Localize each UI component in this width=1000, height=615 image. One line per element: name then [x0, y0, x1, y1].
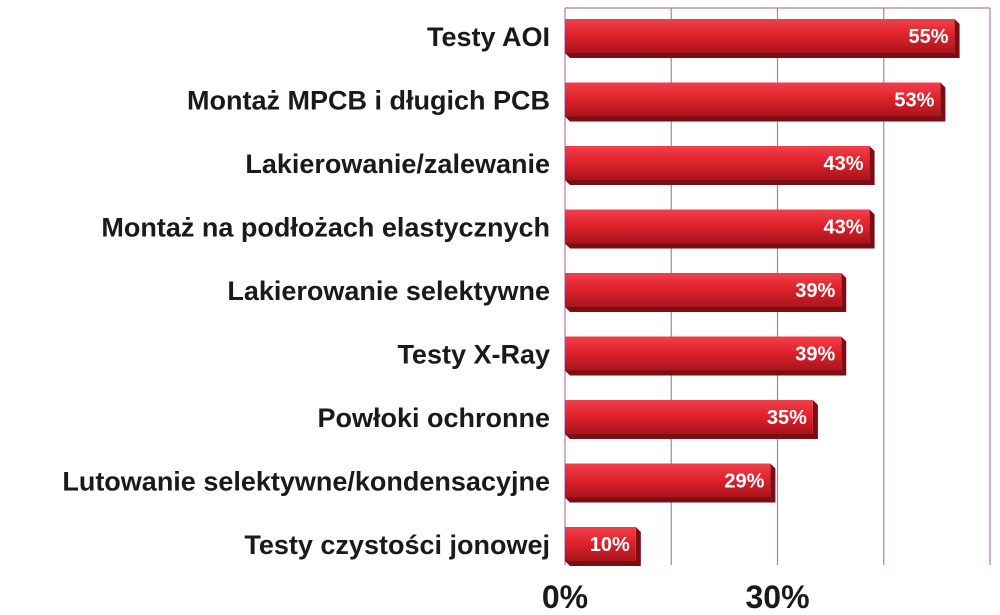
bar-group: 10% — [565, 527, 641, 566]
bar-side — [565, 336, 847, 376]
bar-value-label: 39% — [795, 344, 835, 366]
bar-group: 55% — [565, 19, 960, 58]
bar-value-label: 43% — [824, 217, 864, 239]
bar — [565, 19, 955, 53]
x-axis-ticks: 0% 30% — [542, 579, 810, 615]
category-label: Testy X-Ray — [397, 340, 550, 370]
bar-value-label: 10% — [590, 534, 630, 556]
bar-side — [565, 463, 776, 503]
bar — [565, 146, 870, 180]
bar — [565, 336, 842, 371]
bar-side — [565, 82, 946, 122]
bar-side — [565, 19, 960, 58]
bar-group: 53% — [565, 82, 946, 122]
x-tick-label: 0% — [542, 579, 588, 615]
category-label: Testy AOI — [427, 22, 550, 52]
category-label: Lutowanie selektywne/kondensacyjne — [62, 467, 550, 497]
bar — [565, 527, 636, 561]
bar-side — [565, 273, 847, 312]
bar-group: 35% — [565, 400, 818, 439]
bars-layer: 55% 53% 43% 43% 39% 39% 35% 29% 10% — [565, 19, 960, 566]
bar-value-label: 29% — [724, 471, 764, 493]
category-label: Lakierowanie/zalewanie — [245, 149, 550, 179]
bar-group: 39% — [565, 273, 847, 312]
bar-value-label: 39% — [795, 280, 835, 302]
bar-group: 39% — [565, 336, 847, 376]
category-label: Powłoki ochronne — [317, 403, 550, 433]
bar — [565, 209, 870, 244]
bar-side — [565, 209, 875, 249]
bar-group: 43% — [565, 209, 875, 249]
bar-side — [565, 527, 641, 566]
category-labels: Testy AOI Montaż MPCB i długich PCB Lakier… — [62, 22, 550, 560]
bar — [565, 273, 842, 307]
bar-value-label: 43% — [824, 153, 864, 175]
category-label: Montaż na podłożach elastycznych — [101, 213, 550, 243]
bar-group: 43% — [565, 146, 875, 185]
bar-value-label: 53% — [894, 90, 934, 112]
x-tick-label: 30% — [745, 579, 809, 615]
category-label: Testy czystości jonowej — [244, 530, 550, 560]
category-label: Montaż MPCB i długich PCB — [187, 86, 550, 116]
bar-value-label: 35% — [767, 407, 807, 429]
bar-group: 29% — [565, 463, 776, 503]
bar-side — [565, 400, 818, 439]
category-label: Lakierowanie selektywne — [227, 276, 550, 306]
bar — [565, 463, 771, 498]
bar — [565, 400, 813, 434]
bar-value-label: 55% — [909, 26, 949, 48]
bar — [565, 82, 941, 117]
bar-side — [565, 146, 875, 185]
